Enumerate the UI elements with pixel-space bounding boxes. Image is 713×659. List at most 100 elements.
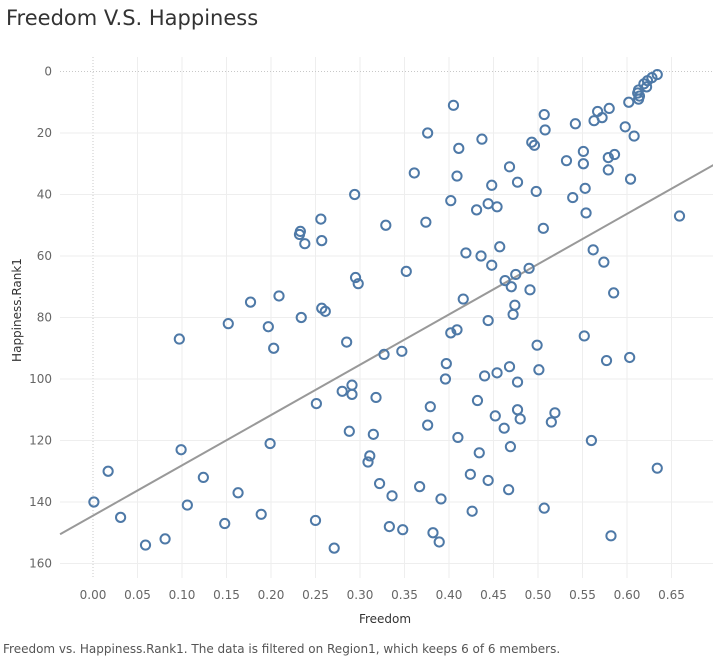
data-point[interactable]	[364, 450, 376, 462]
data-point[interactable]	[346, 379, 358, 391]
data-point[interactable]	[600, 354, 613, 367]
data-point[interactable]	[315, 213, 327, 225]
data-point[interactable]	[102, 465, 114, 477]
data-point[interactable]	[445, 195, 457, 207]
data-point[interactable]	[362, 456, 374, 468]
data-point[interactable]	[482, 314, 494, 327]
data-point[interactable]	[451, 324, 463, 336]
data-point[interactable]	[420, 216, 432, 228]
data-point[interactable]	[378, 348, 390, 360]
data-point[interactable]	[489, 410, 501, 422]
data-point[interactable]	[244, 296, 257, 308]
data-point[interactable]	[482, 198, 494, 210]
data-point[interactable]	[524, 284, 536, 296]
data-point[interactable]	[528, 139, 541, 151]
data-point[interactable]	[451, 170, 463, 182]
data-point[interactable]	[505, 281, 517, 293]
data-point[interactable]	[319, 305, 331, 317]
data-point[interactable]	[539, 124, 551, 136]
data-point[interactable]	[510, 268, 522, 281]
data-point[interactable]	[545, 416, 557, 428]
data-point[interactable]	[567, 191, 579, 204]
data-point[interactable]	[560, 155, 573, 167]
data-point[interactable]	[538, 108, 550, 121]
data-point[interactable]	[349, 271, 362, 284]
data-point[interactable]	[651, 462, 663, 474]
data-point[interactable]	[624, 351, 636, 364]
data-point[interactable]	[433, 536, 445, 548]
data-point[interactable]	[498, 422, 510, 434]
data-point[interactable]	[628, 130, 640, 142]
data-point[interactable]	[159, 533, 171, 545]
data-point[interactable]	[341, 336, 353, 348]
data-point[interactable]	[608, 287, 620, 299]
data-point[interactable]	[181, 499, 193, 511]
data-point[interactable]	[264, 437, 276, 450]
data-point[interactable]	[440, 358, 452, 370]
data-point[interactable]	[424, 401, 436, 413]
data-point[interactable]	[383, 521, 395, 533]
data-point[interactable]	[452, 431, 464, 444]
data-point[interactable]	[396, 345, 408, 357]
data-point[interactable]	[464, 468, 476, 480]
data-point[interactable]	[531, 339, 543, 351]
data-point[interactable]	[569, 118, 581, 130]
data-point[interactable]	[422, 127, 434, 139]
data-point[interactable]	[367, 428, 379, 440]
data-point[interactable]	[336, 385, 348, 397]
data-point[interactable]	[514, 413, 526, 425]
data-point[interactable]	[471, 394, 484, 407]
data-point[interactable]	[309, 514, 322, 527]
data-point[interactable]	[197, 471, 209, 483]
data-point[interactable]	[475, 250, 487, 262]
data-point[interactable]	[370, 391, 382, 404]
data-point[interactable]	[439, 373, 452, 385]
data-point[interactable]	[605, 530, 617, 542]
data-point[interactable]	[530, 185, 542, 198]
data-point[interactable]	[343, 425, 355, 437]
data-point[interactable]	[232, 487, 244, 499]
data-point[interactable]	[491, 367, 503, 379]
data-point[interactable]	[414, 481, 426, 493]
data-point[interactable]	[373, 477, 386, 490]
data-point[interactable]	[349, 188, 361, 201]
data-point[interactable]	[408, 167, 420, 179]
data-point[interactable]	[585, 434, 598, 447]
data-point[interactable]	[673, 210, 686, 222]
data-point[interactable]	[588, 115, 600, 127]
data-point[interactable]	[453, 142, 465, 154]
data-point[interactable]	[457, 293, 469, 305]
data-point[interactable]	[578, 330, 590, 342]
data-point[interactable]	[352, 278, 364, 290]
data-point[interactable]	[549, 407, 561, 419]
data-point[interactable]	[526, 136, 538, 148]
data-point[interactable]	[598, 256, 610, 268]
data-point[interactable]	[577, 145, 589, 158]
data-point[interactable]	[397, 524, 409, 536]
data-point[interactable]	[219, 517, 231, 530]
data-point[interactable]	[316, 235, 328, 247]
data-point[interactable]	[447, 99, 460, 111]
data-point[interactable]	[486, 259, 498, 271]
data-point[interactable]	[479, 370, 491, 382]
data-point[interactable]	[386, 490, 398, 502]
data-point[interactable]	[473, 447, 485, 459]
data-point[interactable]	[538, 502, 550, 514]
data-point[interactable]	[499, 275, 511, 287]
data-point[interactable]	[139, 539, 152, 551]
data-point[interactable]	[632, 93, 645, 105]
data-point[interactable]	[88, 496, 100, 508]
data-point[interactable]	[293, 228, 306, 241]
data-point[interactable]	[114, 511, 127, 523]
data-point[interactable]	[400, 265, 412, 277]
data-point[interactable]	[587, 244, 599, 256]
data-point[interactable]	[299, 238, 311, 250]
data-point[interactable]	[602, 164, 614, 176]
data-point[interactable]	[577, 158, 589, 170]
data-point[interactable]	[222, 318, 234, 330]
data-point[interactable]	[380, 219, 392, 231]
data-point[interactable]	[422, 419, 434, 431]
data-point[interactable]	[482, 474, 494, 487]
data-point[interactable]	[486, 179, 498, 191]
data-point[interactable]	[470, 204, 483, 216]
